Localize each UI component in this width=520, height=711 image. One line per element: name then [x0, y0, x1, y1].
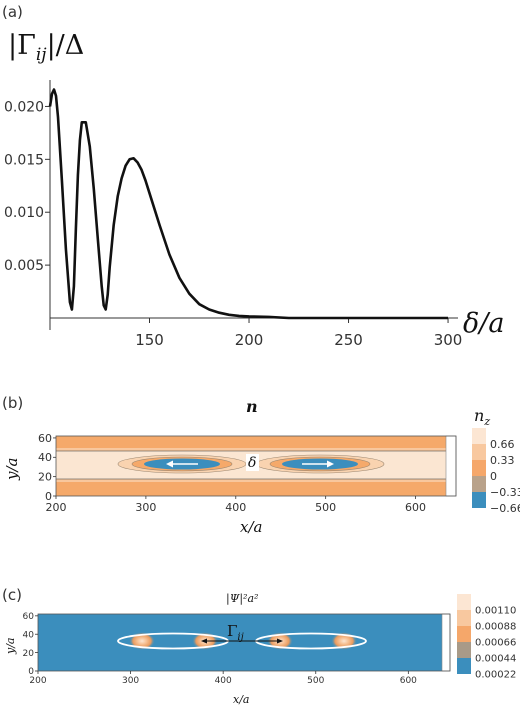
panel-a-label: (a) [2, 3, 23, 21]
b-heatmap: δ [55, 435, 457, 497]
a-ytick-label: 0.005 [4, 258, 44, 274]
b-x-ticks: 200 300 400 500 600 [46, 496, 426, 514]
colorbar-label: 0.33 [490, 454, 515, 467]
a-xlabel: δ/a [463, 308, 504, 339]
panel-c: (c) |Ψ|²a² Γij [2, 586, 516, 706]
heat-ytick-label: 20 [23, 649, 35, 659]
colorbar-swatch [457, 594, 471, 610]
c-colorbar: 0.00110 0.00088 0.00066 0.00044 0.00022 [457, 594, 516, 681]
c-title: |Ψ|²a² [226, 592, 258, 606]
b-title: n [246, 397, 258, 416]
heat-xtick-label: 300 [122, 676, 139, 686]
b-skyrmion-right [255, 454, 385, 474]
c-y-ticks: 0 20 40 60 [23, 612, 38, 677]
a-xtick-label: 150 [135, 331, 164, 349]
b-xlabel: x/a [240, 518, 262, 536]
a-y-ticks: 0.005 0.010 0.015 0.020 [4, 99, 50, 274]
a-x-ticks: 150 200 250 300 [135, 318, 462, 349]
a-ytick-label: 0.020 [4, 99, 44, 115]
a-ytick-label: 0.010 [4, 205, 44, 221]
b-y-ticks: 0 20 40 60 [38, 432, 56, 503]
colorbar-label: 0.00022 [475, 670, 516, 681]
heat-xtick-label: 500 [307, 676, 324, 686]
colorbar-swatch [472, 476, 486, 492]
colorbar-label: 0 [490, 470, 497, 483]
b-skyrmion-left [117, 454, 247, 474]
c-gamma-annotation: Γij [227, 622, 244, 643]
colorbar-label: 0.00110 [475, 606, 516, 617]
heat-xtick-label: 200 [46, 501, 67, 514]
heat-ytick-label: 0 [28, 667, 34, 677]
heat-xtick-label: 500 [315, 501, 336, 514]
a-xtick-label: 250 [334, 331, 363, 349]
a-series-line [48, 88, 448, 320]
heat-xtick-label: 600 [405, 501, 426, 514]
a-xtick-label: 300 [434, 331, 463, 349]
heat-xtick-label: 400 [225, 501, 246, 514]
c-ylabel: y/a [4, 638, 17, 655]
colorbar-swatch [472, 492, 486, 508]
colorbar-swatch [472, 428, 486, 444]
colorbar-label: 0.00066 [475, 638, 516, 649]
c-heatmap: Γij [37, 613, 451, 672]
colorbar-label: 0.00088 [475, 622, 516, 633]
c-xlabel: x/a [233, 693, 249, 706]
b-colorbar: 0.66 0.33 0 −0.33 −0.66 [472, 428, 520, 515]
colorbar-swatch [457, 658, 471, 674]
heat-xtick-label: 400 [215, 676, 232, 686]
heat-ytick-label: 60 [38, 432, 52, 445]
colorbar-swatch [457, 610, 471, 626]
colorbar-swatch [472, 444, 486, 460]
heat-ytick-label: 40 [23, 630, 35, 640]
heat-ytick-label: 20 [38, 470, 52, 483]
colorbar-swatch [457, 642, 471, 658]
panel-b: (b) n [2, 394, 520, 536]
colorbar-swatch [472, 460, 486, 476]
c-x-ticks: 200 300 400 500 600 [29, 671, 417, 686]
colorbar-label: −0.33 [490, 486, 520, 499]
colorbar-label: −0.66 [490, 502, 520, 515]
panel-c-label: (c) [2, 586, 22, 604]
heat-xtick-label: 300 [135, 501, 156, 514]
heat-xtick-label: 600 [400, 676, 417, 686]
a-xtick-label: 200 [235, 331, 264, 349]
b-ylabel: y/a [3, 458, 21, 481]
b-colorbar-title: nz [474, 406, 490, 428]
b-delta-annotation: δ [248, 455, 256, 471]
heat-xtick-label: 200 [29, 676, 46, 686]
heat-ytick-label: 40 [38, 451, 52, 464]
colorbar-label: 0.66 [490, 438, 515, 451]
a-ylabel: |Γij|/Δ [8, 30, 84, 65]
a-ytick-label: 0.015 [4, 152, 44, 168]
colorbar-swatch [457, 626, 471, 642]
panel-b-label: (b) [2, 394, 23, 412]
panel-a: (a) |Γij|/Δ 0.005 0.010 0.015 0.020 150 200 2… [2, 3, 504, 349]
heat-ytick-label: 60 [23, 612, 35, 622]
heat-ytick-label: 0 [45, 490, 52, 503]
colorbar-label: 0.00044 [475, 654, 516, 665]
